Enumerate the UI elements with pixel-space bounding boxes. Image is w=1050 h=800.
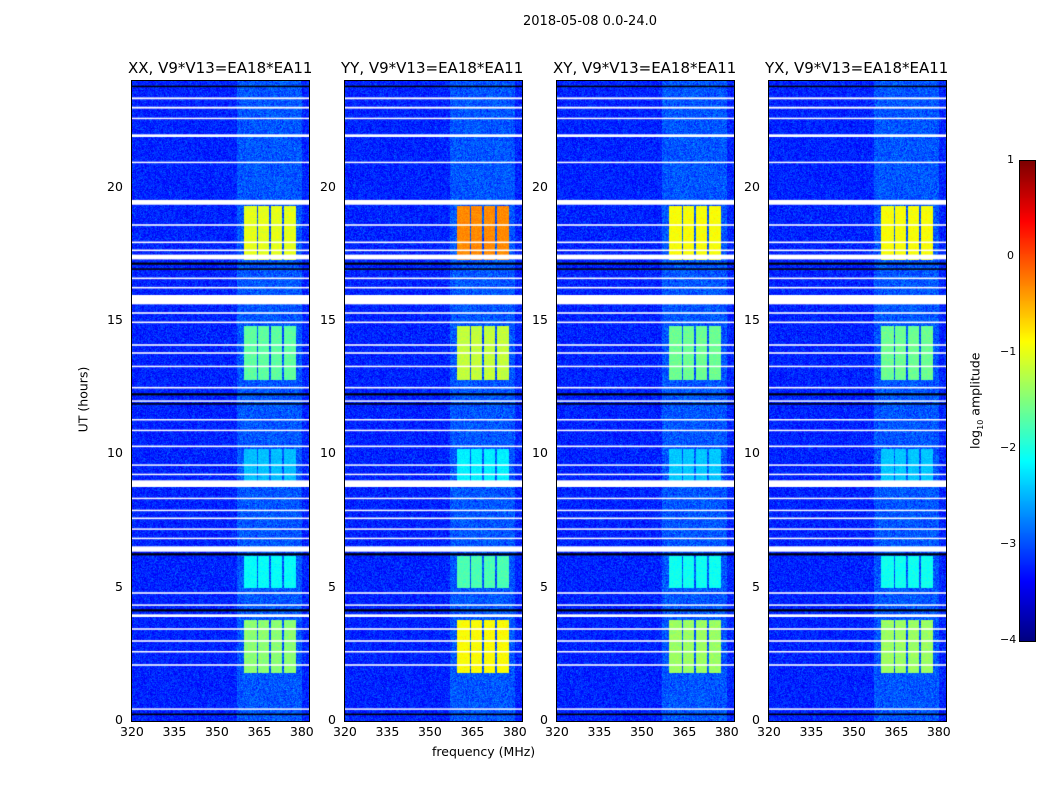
x-tick-label: 335 [799, 724, 824, 739]
colorbar-label-main: log [967, 429, 983, 449]
y-tick-label: 10 [532, 445, 548, 461]
colorbar-label: log10 amplitude [967, 353, 985, 449]
x-tick-label: 320 [757, 724, 781, 739]
heatmap-image [132, 81, 309, 721]
x-tick-label: 350 [417, 724, 442, 739]
colorbar-tick-label: −1 [1000, 345, 1017, 358]
colorbar-tick-label: −4 [1000, 633, 1017, 646]
x-tick-label: 365 [884, 724, 909, 739]
x-tick-label: 350 [204, 724, 229, 739]
colorbar-tick-label: 0 [1007, 249, 1014, 262]
heatmap-image [769, 81, 946, 721]
colorbar [1019, 160, 1036, 642]
panel-title: XX, V9*V13=EA18*EA11 [128, 59, 313, 77]
y-tick-label: 20 [320, 178, 336, 194]
x-tick-label: 335 [375, 724, 400, 739]
x-tick-label: 365 [460, 724, 485, 739]
y-tick-label: 20 [107, 178, 123, 194]
y-tick-label: 20 [744, 178, 760, 194]
x-axis-label: frequency (MHz) [432, 744, 536, 759]
x-tick-label: 380 [714, 724, 739, 739]
y-tick-label: 0 [328, 712, 336, 727]
colorbar-label-sub: 10 [975, 419, 985, 430]
heatmap-image [557, 81, 734, 721]
x-tick-label: 350 [841, 724, 866, 739]
colorbar-tick-label: −3 [1000, 537, 1017, 550]
y-axis-label: UT (hours) [75, 366, 91, 433]
y-tick-label: 5 [540, 578, 548, 594]
colorbar-tick-label: 1 [1007, 153, 1014, 166]
x-tick-label: 335 [587, 724, 612, 739]
y-tick-label: 15 [744, 312, 760, 327]
y-tick-label: 15 [320, 312, 336, 327]
y-tick-label: 10 [107, 445, 123, 461]
colorbar-tick-label: −2 [1000, 441, 1017, 454]
y-tick-label: 0 [752, 712, 760, 727]
heatmap-panel [556, 80, 735, 722]
heatmap-panel [131, 80, 310, 722]
y-tick-label: 0 [115, 712, 123, 727]
panel-title: YX, V9*V13=EA18*EA11 [765, 59, 949, 77]
y-tick-label: 5 [328, 578, 336, 594]
x-tick-label: 335 [162, 724, 187, 739]
y-tick-label: 10 [320, 445, 336, 461]
y-tick-label: 15 [532, 312, 548, 327]
panel-title: YY, V9*V13=EA18*EA11 [341, 59, 524, 77]
x-tick-label: 380 [926, 724, 951, 739]
x-tick-label: 365 [247, 724, 272, 739]
x-tick-label: 365 [672, 724, 697, 739]
heatmap-panel [768, 80, 947, 722]
y-tick-label: 5 [752, 578, 760, 594]
x-tick-label: 320 [545, 724, 569, 739]
y-tick-label: 5 [115, 578, 123, 594]
panel-title: XY, V9*V13=EA18*EA11 [553, 59, 737, 77]
colorbar-label-rest: amplitude [967, 352, 983, 420]
figure-title: 2018-05-08 0.0-24.0 [523, 14, 657, 29]
y-tick-label: 20 [532, 178, 548, 194]
x-tick-label: 380 [289, 724, 314, 739]
x-tick-label: 380 [502, 724, 527, 739]
heatmap-image [345, 81, 522, 721]
x-tick-label: 350 [629, 724, 654, 739]
y-tick-label: 0 [540, 712, 548, 727]
x-tick-label: 320 [120, 724, 144, 739]
x-tick-label: 320 [333, 724, 357, 739]
heatmap-panel [344, 80, 523, 722]
y-tick-label: 15 [107, 312, 123, 327]
y-tick-label: 10 [744, 445, 760, 461]
